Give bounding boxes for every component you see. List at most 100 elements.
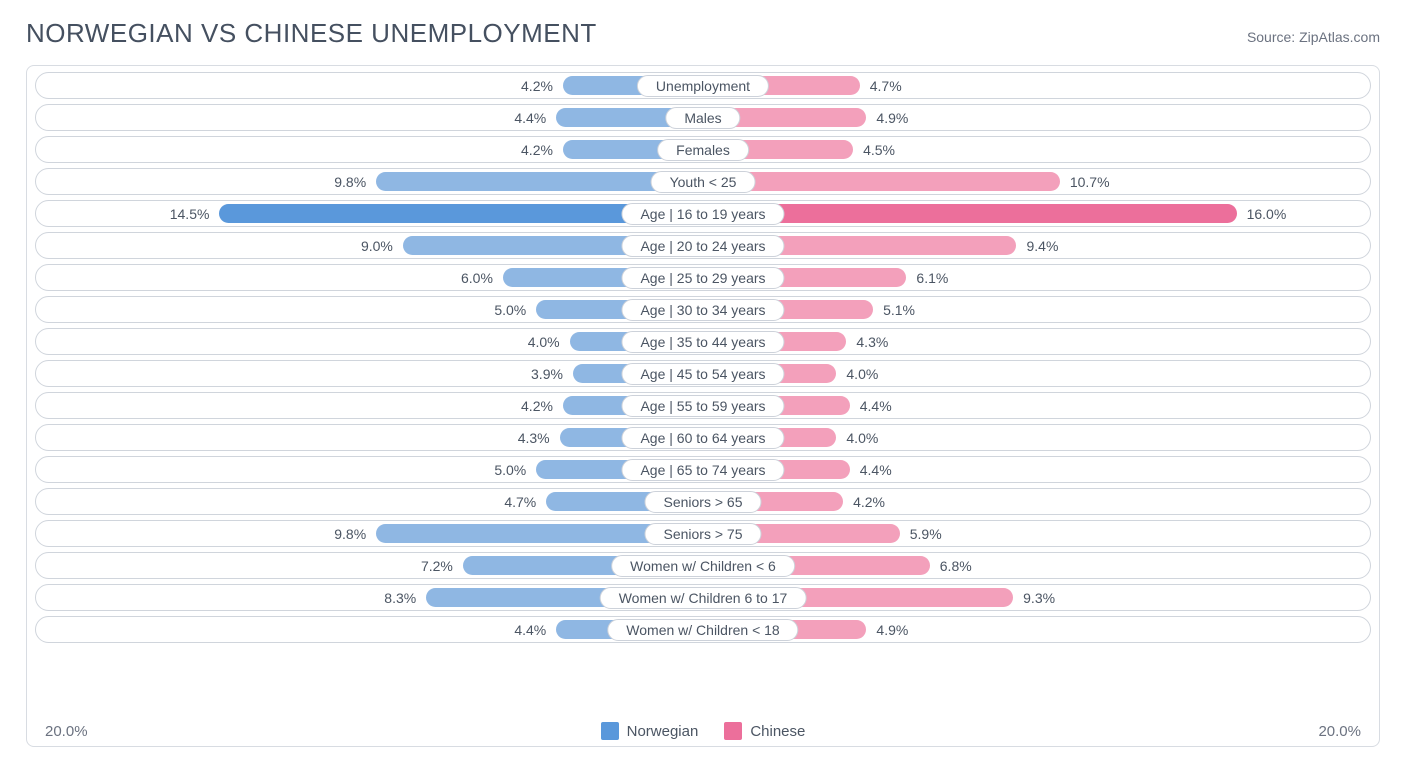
left-value-label: 4.4% [514,110,546,126]
source-prefix: Source: [1247,29,1299,45]
right-half: 5.9% [703,521,1370,546]
chart-row: 3.9% 4.0% Age | 45 to 54 years [35,360,1371,387]
right-value-label: 10.7% [1070,174,1110,190]
chart-row: 4.4%4.9%Women w/ Children < 18 [35,616,1371,643]
legend-label-norwegian: Norwegian [627,723,699,740]
left-value-label: 4.2% [521,78,553,94]
category-badge: Age | 16 to 19 years [621,203,784,225]
right-half: 6.8% [703,553,1370,578]
left-half: 4.2% [36,73,703,98]
category-badge: Age | 30 to 34 years [621,299,784,321]
left-half: 5.0% [36,457,703,482]
right-half: 4.3% [703,329,1370,354]
left-half: 6.0% [36,265,703,290]
chart-row: 4.4% 4.9% Males [35,104,1371,131]
left-half: 5.0% [36,297,703,322]
category-badge: Women w/ Children 6 to 17 [600,587,807,609]
right-value-label: 4.9% [876,622,908,638]
left-value-label: 4.0% [528,334,560,350]
axis-row: 20.0% Norwegian Chinese 20.0% [35,718,1371,742]
chart-row: 4.3% 4.0% Age | 60 to 64 years [35,424,1371,451]
right-value-label: 6.1% [916,270,948,286]
left-half: 4.7% [36,489,703,514]
right-bar [703,172,1060,191]
category-badge: Males [665,107,740,129]
left-value-label: 9.0% [361,238,393,254]
chart-row: 9.8% 10.7% Youth < 25 [35,168,1371,195]
left-value-label: 4.2% [521,142,553,158]
left-half: 4.4% [36,105,703,130]
chart-row: 4.2%4.7%Unemployment [35,72,1371,99]
chart-source: Source: ZipAtlas.com [1247,29,1380,45]
right-half: 5.1% [703,297,1370,322]
left-half: 4.0% [36,329,703,354]
left-half: 9.8% [36,169,703,194]
right-value-label: 5.9% [910,526,942,542]
right-half: 4.9% [703,617,1370,642]
left-value-label: 9.8% [334,526,366,542]
category-badge: Age | 60 to 64 years [621,427,784,449]
left-value-label: 4.2% [521,398,553,414]
category-badge: Age | 45 to 54 years [621,363,784,385]
legend-item-norwegian: Norwegian [601,722,699,740]
category-badge: Age | 25 to 29 years [621,267,784,289]
chart-row: 5.0% 4.4% Age | 65 to 74 years [35,456,1371,483]
category-badge: Women w/ Children < 6 [611,555,795,577]
right-half: 10.7% [703,169,1370,194]
right-value-label: 4.9% [876,110,908,126]
left-value-label: 4.3% [518,430,550,446]
right-value-label: 4.4% [860,462,892,478]
chart-row: 6.0% 6.1% Age | 25 to 29 years [35,264,1371,291]
right-value-label: 4.4% [860,398,892,414]
chart-row: 8.3%9.3%Women w/ Children 6 to 17 [35,584,1371,611]
chart-row: 7.2% 6.8% Women w/ Children < 6 [35,552,1371,579]
left-value-label: 4.4% [514,622,546,638]
legend: Norwegian Chinese [601,722,806,740]
category-badge: Seniors > 65 [645,491,762,513]
chart-row: 5.0% 5.1%Age | 30 to 34 years [35,296,1371,323]
axis-left-max: 20.0% [45,723,88,740]
left-value-label: 5.0% [494,302,526,318]
chart-row: 4.2% 4.5%Females [35,136,1371,163]
category-badge: Age | 20 to 24 years [621,235,784,257]
category-badge: Youth < 25 [651,171,756,193]
left-half: 9.0% [36,233,703,258]
legend-swatch-chinese [724,722,742,740]
right-value-label: 4.0% [846,430,878,446]
right-half: 9.4% [703,233,1370,258]
right-half: 4.0% [703,425,1370,450]
source-name: ZipAtlas.com [1299,29,1380,45]
right-half: 4.5% [703,137,1370,162]
left-value-label: 14.5% [170,206,210,222]
legend-swatch-norwegian [601,722,619,740]
category-badge: Age | 65 to 74 years [621,459,784,481]
right-half: 4.2% [703,489,1370,514]
category-badge: Seniors > 75 [645,523,762,545]
right-half: 6.1% [703,265,1370,290]
left-value-label: 9.8% [334,174,366,190]
axis-right-max: 20.0% [1318,723,1361,740]
left-half: 14.5% [36,201,703,226]
left-half: 4.2% [36,393,703,418]
right-value-label: 4.0% [846,366,878,382]
right-value-label: 4.2% [853,494,885,510]
chart-rows: 4.2%4.7%Unemployment4.4%4.9%Males4.2%4.5… [35,72,1371,718]
left-value-label: 4.7% [504,494,536,510]
right-value-label: 4.7% [870,78,902,94]
category-badge: Age | 55 to 59 years [621,395,784,417]
page-container: NORWEGIAN VS CHINESE UNEMPLOYMENT Source… [0,0,1406,757]
left-half: 4.2% [36,137,703,162]
left-value-label: 8.3% [384,590,416,606]
right-value-label: 6.8% [940,558,972,574]
left-value-label: 7.2% [421,558,453,574]
chart-row: 4.7% 4.2% Seniors > 65 [35,488,1371,515]
left-value-label: 5.0% [494,462,526,478]
left-value-label: 3.9% [531,366,563,382]
left-half: 4.3% [36,425,703,450]
legend-item-chinese: Chinese [724,722,805,740]
left-half: 7.2% [36,553,703,578]
right-value-label: 4.3% [856,334,888,350]
category-badge: Females [657,139,749,161]
right-half: 4.7% [703,73,1370,98]
right-half: 4.4% [703,393,1370,418]
